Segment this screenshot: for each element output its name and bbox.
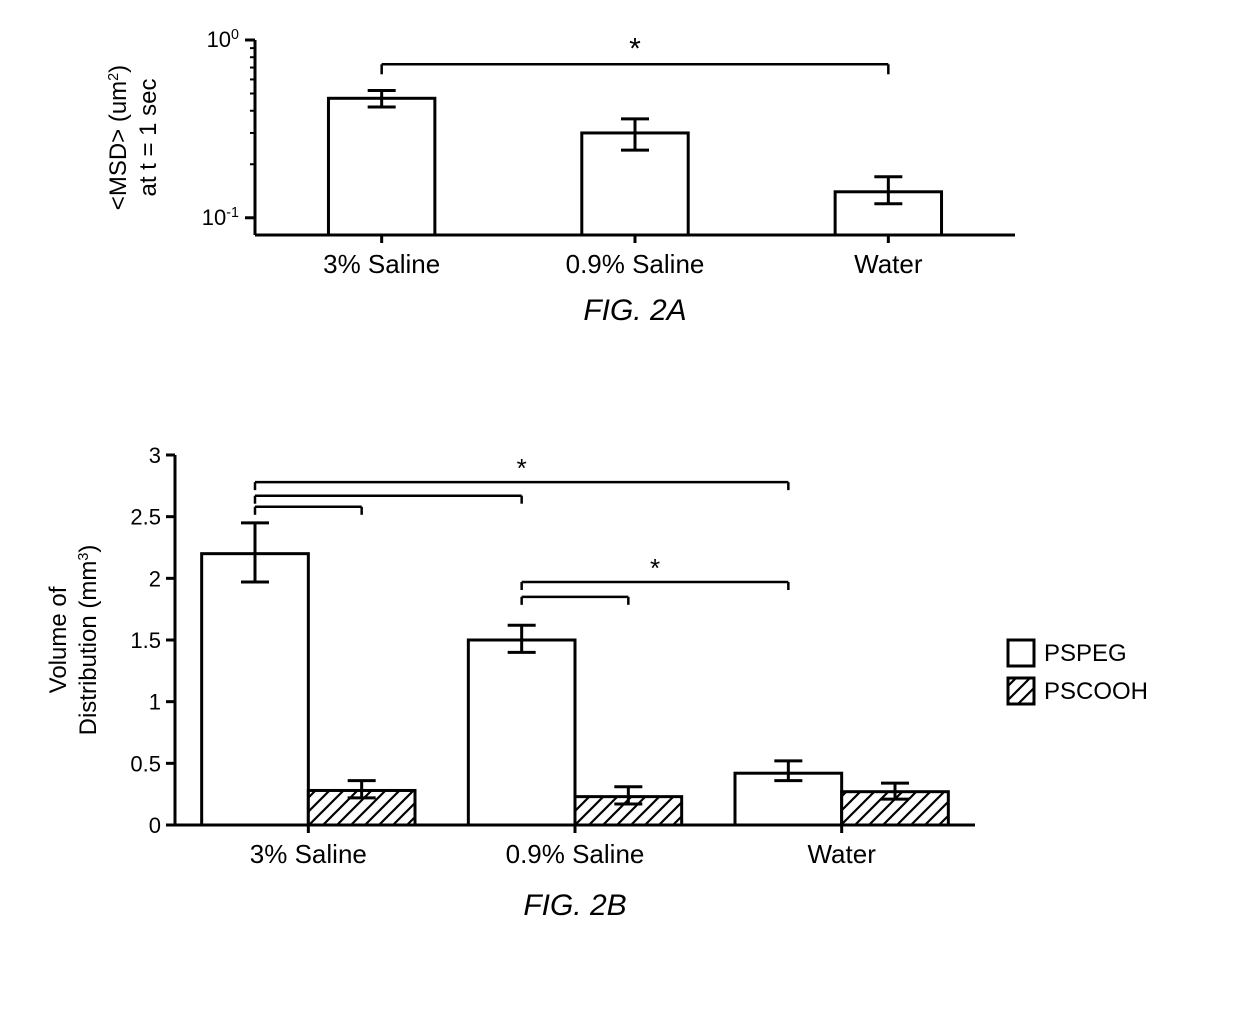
svg-text:0.5: 0.5 <box>130 751 161 776</box>
y-axis-label: <MSD> (um2)at t = 1 sec <box>105 65 162 210</box>
legend-swatch <box>1008 678 1034 704</box>
figure-page: 10-1 100 3% Saline 0.9% Saline Water * <MSD> (… <box>0 0 1240 1023</box>
svg-text:2.5: 2.5 <box>130 505 161 530</box>
svg-text:1: 1 <box>149 690 161 715</box>
svg-text:Volume of: Volume of <box>45 586 72 693</box>
chart-b: 0 0.5 1 1.5 2 2.5 3 3% Saline 0.9% Saline Water * *… <box>45 443 1148 922</box>
legend: PSPEG PSCOOH <box>1008 640 1148 705</box>
chart-a: 10-1 100 3% Saline 0.9% Saline Water * <MSD> (… <box>105 27 1015 327</box>
svg-text:3: 3 <box>149 443 161 468</box>
bar <box>328 98 434 235</box>
svg-text:0: 0 <box>149 813 161 838</box>
bar <box>202 554 309 825</box>
svg-text:Water: Water <box>807 839 876 869</box>
svg-text:2: 2 <box>149 566 161 591</box>
svg-text:3% Saline: 3% Saline <box>250 839 367 869</box>
svg-text:100: 100 <box>207 27 239 52</box>
y-axis-label: Volume ofDistribution (mm3) <box>45 545 102 736</box>
svg-text:*: * <box>517 453 527 483</box>
svg-text:FIG. 2B: FIG. 2B <box>523 889 626 922</box>
svg-text:FIG. 2A: FIG. 2A <box>583 294 686 327</box>
svg-text:Distribution (mm3): Distribution (mm3) <box>75 545 102 736</box>
svg-text:1.5: 1.5 <box>130 628 161 653</box>
svg-text:Water: Water <box>854 249 923 279</box>
charts-svg: 10-1 100 3% Saline 0.9% Saline Water * <MSD> (… <box>0 0 1240 1023</box>
svg-text:10-1: 10-1 <box>202 205 239 230</box>
legend-label: PSCOOH <box>1044 678 1148 705</box>
legend-label: PSPEG <box>1044 640 1127 667</box>
bar <box>468 640 575 825</box>
svg-text:at t = 1 sec: at t = 1 sec <box>135 78 162 196</box>
svg-text:*: * <box>629 32 641 65</box>
svg-text:*: * <box>650 553 660 583</box>
legend-swatch <box>1008 640 1034 666</box>
svg-text:<MSD> (um2): <MSD> (um2) <box>105 65 132 210</box>
svg-text:0.9% Saline: 0.9% Saline <box>566 249 705 279</box>
svg-text:0.9% Saline: 0.9% Saline <box>506 839 645 869</box>
svg-text:3% Saline: 3% Saline <box>323 249 440 279</box>
